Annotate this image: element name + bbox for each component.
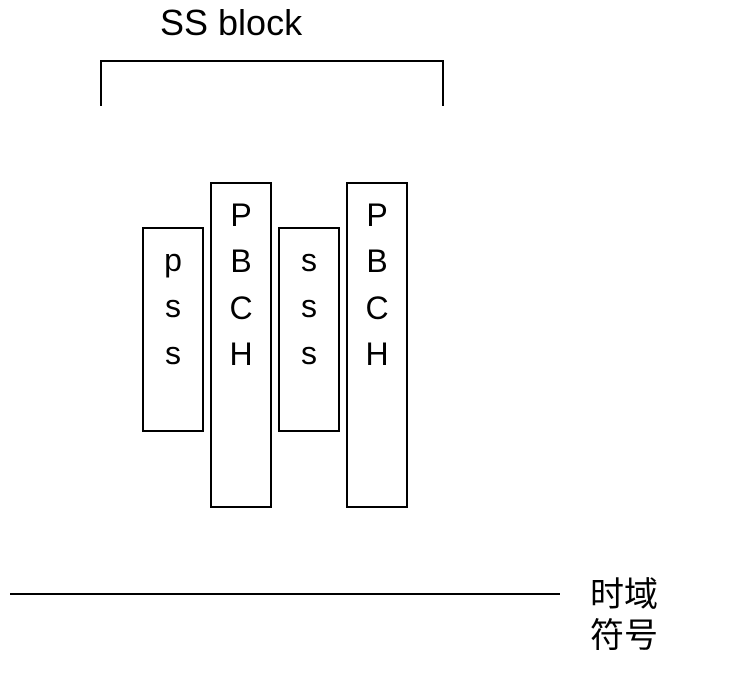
block-sss: sss (278, 227, 340, 432)
block-letter: s (301, 330, 317, 376)
axis-label: 时域 符号 (590, 575, 658, 657)
block-letter: H (365, 331, 388, 377)
block-letter: B (366, 238, 387, 284)
block-letter: C (365, 285, 388, 331)
block-letter: P (230, 192, 251, 238)
block-letter: C (229, 285, 252, 331)
block-letter: H (229, 331, 252, 377)
baseline (10, 593, 560, 595)
axis-label-line2: 符号 (590, 616, 658, 657)
block-letter: p (164, 237, 182, 283)
block-letter: B (230, 238, 251, 284)
block-pbch-1: PBCH (210, 182, 272, 508)
block-pbch-2: PBCH (346, 182, 408, 508)
block-letter: s (301, 283, 317, 329)
block-pss: pss (142, 227, 204, 432)
block-letter: s (165, 330, 181, 376)
bracket (100, 60, 444, 106)
block-letter: s (165, 283, 181, 329)
diagram-title: SS block (160, 2, 302, 44)
block-letter: s (301, 237, 317, 283)
block-letter: P (366, 192, 387, 238)
axis-label-line1: 时域 (590, 575, 658, 616)
